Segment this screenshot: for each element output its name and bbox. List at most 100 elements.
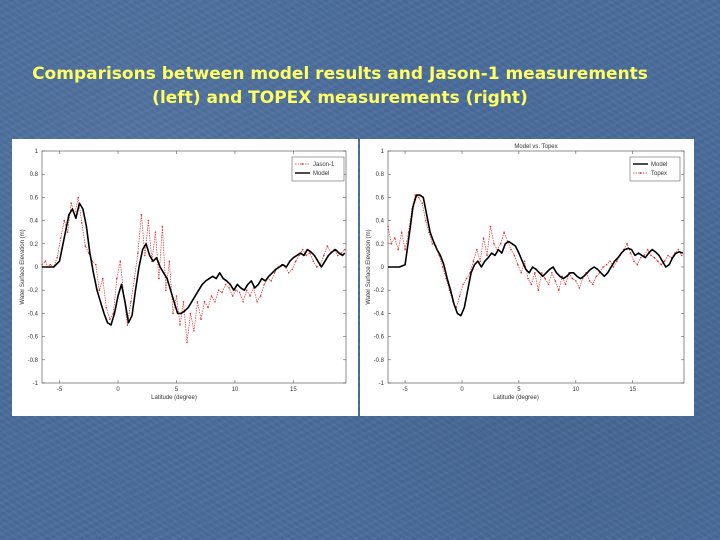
x-tick-label: 15 [290, 387, 297, 393]
x-tick-label: 0 [460, 387, 464, 393]
data-point [609, 260, 611, 262]
data-point [63, 219, 65, 222]
plot-frame [387, 150, 685, 384]
data-point [133, 277, 136, 280]
data-point [165, 289, 167, 291]
data-point [441, 266, 444, 268]
data-point [390, 243, 393, 245]
y-tick-label: -1 [379, 381, 385, 387]
data-point [534, 272, 536, 274]
legend-marker [639, 172, 642, 174]
data-point [312, 260, 315, 262]
data-point [84, 245, 87, 247]
data-point [493, 243, 495, 245]
data-point [517, 263, 519, 266]
data-point [657, 260, 659, 262]
data-point [231, 295, 234, 297]
data-point [270, 280, 273, 282]
data-point [256, 301, 258, 303]
y-tick-label: -0.6 [28, 335, 39, 341]
data-point [663, 260, 666, 262]
data-point [305, 254, 308, 257]
data-point [479, 260, 481, 262]
data-point [228, 287, 230, 289]
data-point [458, 295, 461, 297]
data-point [56, 256, 58, 259]
data-point [238, 291, 241, 294]
data-point [214, 301, 216, 303]
data-point [547, 283, 550, 286]
x-tick-label: 10 [573, 387, 580, 393]
data-point [667, 254, 669, 257]
data-point [387, 225, 389, 228]
data-point [249, 295, 251, 297]
x-tick-label: 0 [116, 387, 120, 393]
data-point [316, 266, 318, 268]
y-tick-label: 0.6 [30, 195, 39, 201]
legend-marker [301, 163, 304, 165]
x-axis-label: Latitude (degree) [493, 395, 539, 401]
data-point [168, 260, 171, 262]
x-tick-label: 5 [175, 387, 179, 393]
data-point [424, 219, 427, 222]
slide-title-line-2: (left) and TOPEX measurements (right) [152, 88, 528, 108]
chart-topex: Model vs. Topex 1 0.8 0.6 0.4 0.2 0 -0.2 -0.4 -0.… [366, 144, 685, 401]
data-point [44, 260, 47, 262]
data-point [221, 291, 223, 294]
x-tick-label: 5 [517, 387, 521, 393]
data-point [646, 248, 649, 251]
data-point [595, 275, 598, 278]
data-point [394, 237, 396, 239]
data-point [217, 289, 220, 291]
data-point [116, 277, 118, 280]
y-tick-label: -0.2 [374, 288, 385, 294]
y-tick-label: -1 [33, 381, 39, 387]
data-point [578, 287, 581, 289]
legend-label: Topex [651, 171, 667, 177]
y-tick-label: -0.8 [374, 358, 385, 364]
data-point [119, 260, 122, 262]
data-point [650, 254, 652, 257]
y-tick-label: -0.4 [374, 311, 385, 317]
data-point [680, 254, 683, 257]
data-point [571, 277, 574, 280]
data-point [397, 248, 399, 251]
data-point [175, 295, 178, 297]
slide-title: Comparisons between model results and Ja… [0, 62, 680, 110]
data-point [172, 312, 174, 315]
y-tick-label: 1 [35, 149, 39, 155]
series-line-model [388, 194, 684, 317]
data-point [105, 306, 108, 309]
chart-jason: 1 0.8 0.6 0.4 0.2 0 -0.2 -0.4 -0.6 -0.8 -1 -5 0 5 10 15… [20, 149, 347, 401]
data-point [551, 272, 553, 274]
data-point [41, 263, 43, 266]
x-tick-label: -5 [402, 387, 408, 393]
data-point [196, 301, 199, 303]
data-point [140, 214, 143, 216]
data-point [482, 237, 485, 239]
legend-label: Jason-1 [313, 162, 335, 168]
y-tick-label: -0.8 [28, 358, 39, 364]
data-point [465, 277, 468, 280]
data-point [95, 263, 97, 266]
data-point [537, 289, 540, 291]
data-point [235, 289, 237, 291]
data-point [510, 248, 512, 251]
data-point [431, 243, 434, 245]
y-tick-label: -0.2 [28, 288, 39, 294]
data-point [70, 202, 72, 204]
data-point [245, 289, 248, 291]
legend-box [629, 156, 681, 182]
y-tick-label: 0 [381, 265, 385, 271]
data-point [224, 283, 227, 286]
data-point [626, 243, 628, 245]
data-point [49, 263, 51, 266]
data-point [102, 277, 104, 280]
data-point [81, 222, 83, 224]
data-point [602, 266, 604, 268]
data-point [564, 283, 567, 286]
data-point [323, 254, 325, 257]
y-tick-label: 0.4 [30, 219, 39, 225]
data-point [421, 202, 423, 204]
data-point [137, 252, 139, 254]
